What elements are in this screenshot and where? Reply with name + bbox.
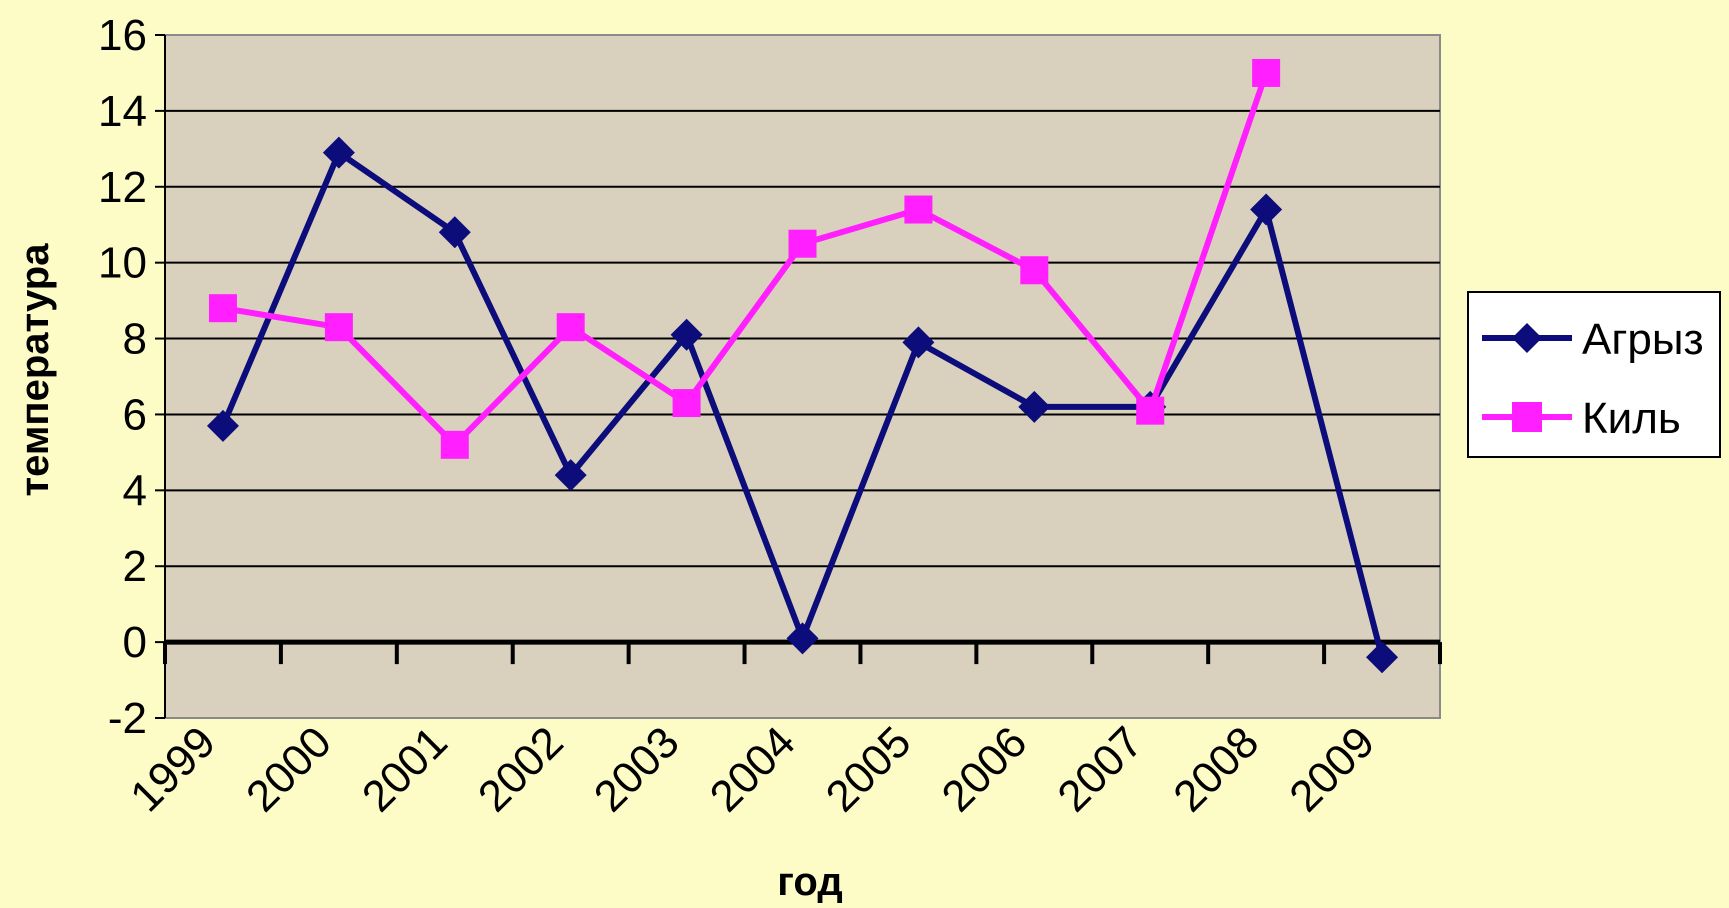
- gridlines: [165, 109, 1440, 644]
- data-point: [670, 318, 703, 351]
- y-tick-label: 0: [123, 618, 147, 667]
- x-tick-label: 2003: [585, 717, 689, 821]
- series-layer: [206, 58, 1399, 674]
- x-tick-label: 2009: [1280, 717, 1384, 821]
- legend-box: [1467, 291, 1721, 458]
- series-line-1: [222, 71, 1269, 448]
- y-tick-label: 4: [123, 466, 147, 515]
- data-point: [208, 294, 237, 323]
- data-point: [1018, 390, 1051, 423]
- y-tick-label: 14: [98, 87, 147, 136]
- x-tick-label: 2001: [353, 717, 457, 821]
- y-tick-label: 8: [123, 315, 147, 364]
- x-tick-label: 2005: [817, 717, 921, 821]
- y-tick-label: 2: [123, 542, 147, 591]
- data-point: [554, 459, 587, 492]
- data-point: [1020, 256, 1049, 285]
- data-point: [206, 409, 239, 442]
- data-point: [1136, 396, 1165, 425]
- y-tick-label: 10: [98, 239, 147, 288]
- data-point: [324, 313, 353, 342]
- x-tick-label: 2006: [933, 717, 1037, 821]
- x-tick-label: 2000: [237, 717, 341, 821]
- x-tick-label: 2002: [469, 717, 573, 821]
- y-axis-title: температура: [13, 243, 57, 497]
- data-point: [1250, 193, 1283, 226]
- data-point: [786, 622, 819, 655]
- data-point: [438, 216, 471, 249]
- x-tick-label: 2008: [1164, 717, 1268, 821]
- x-axis-title: год: [777, 860, 842, 904]
- x-tick-label: 2007: [1048, 717, 1152, 821]
- y-tick-label: 6: [123, 390, 147, 439]
- data-point: [672, 389, 701, 418]
- y-tick-label: 12: [98, 163, 147, 212]
- y-tick-label: 16: [98, 11, 147, 60]
- data-point: [556, 313, 585, 342]
- y-tick-label: -2: [108, 694, 147, 743]
- data-point: [440, 430, 469, 459]
- data-point: [902, 326, 935, 359]
- plot-area: [164, 34, 1441, 719]
- data-point: [322, 136, 355, 169]
- legend-label-kil: Киль: [1582, 394, 1681, 443]
- legend-marker-agryz-icon: [1512, 323, 1542, 353]
- data-point: [788, 229, 817, 258]
- data-point: [1366, 641, 1399, 674]
- legend: Агрыз Киль: [1467, 291, 1721, 458]
- x-tick-label: 2004: [701, 717, 805, 821]
- data-point: [904, 195, 933, 224]
- legend-label-agryz: Агрыз: [1582, 315, 1704, 364]
- data-point: [1252, 58, 1281, 87]
- legend-marker-kil-icon: [1512, 402, 1542, 432]
